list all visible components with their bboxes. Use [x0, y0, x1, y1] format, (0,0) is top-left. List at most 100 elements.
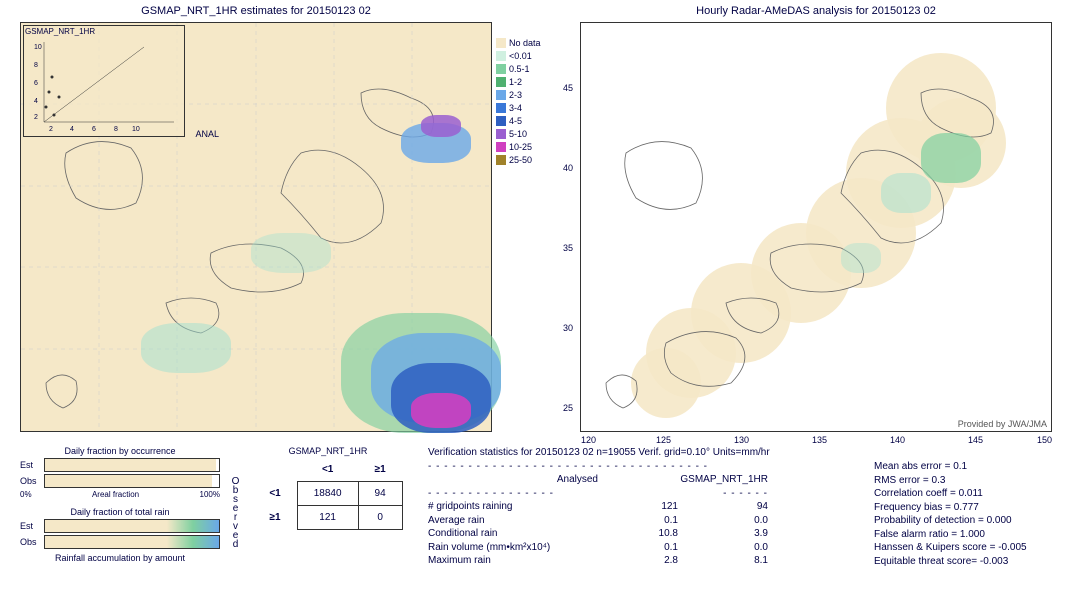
cont-col-h: <1 [297, 458, 358, 482]
cont-col-h: ≥1 [358, 458, 402, 482]
legend-swatch [496, 155, 506, 165]
bar-axis: 0% Areal fraction 100% [20, 490, 220, 499]
legend-swatch [496, 103, 506, 113]
stat-val: 121 [608, 500, 678, 514]
lon-label: 145 [968, 435, 983, 445]
legend-label: 0.5-1 [509, 64, 530, 74]
svg-text:6: 6 [92, 126, 96, 132]
precip-blob [841, 243, 881, 273]
legend-label: 3-4 [509, 103, 522, 113]
cont-title: GSMAP_NRT_1HR [248, 446, 408, 456]
observed-label: Observed [230, 476, 241, 548]
legend-item: 10-25 [496, 140, 558, 153]
lon-label: 120 [581, 435, 596, 445]
legend-label: 10-25 [509, 142, 532, 152]
color-legend: No data<0.01 0.5-1 1-2 2-3 3-4 4-55-10 10-2525… [496, 36, 558, 166]
legend-swatch [496, 116, 506, 126]
legend-item: 0.5-1 [496, 62, 558, 75]
stat-val: 8.1 [678, 554, 768, 568]
contingency-table: GSMAP_NRT_1HR <1≥1 <11884094 ≥11210 [248, 446, 408, 530]
bar-fill [45, 520, 219, 532]
stat-val: 94 [678, 500, 768, 514]
legend-swatch [496, 129, 506, 139]
bar-name: Est [20, 521, 44, 531]
legend-label: No data [509, 38, 541, 48]
inset-title: GSMAP_NRT_1HR [24, 26, 184, 37]
stat-line: Frequency bias = 0.777 [874, 501, 1027, 515]
lon-label: 125 [656, 435, 671, 445]
stat-line: RMS error = 0.3 [874, 474, 1027, 488]
left-map-title: GSMAP_NRT_1HR estimates for 20150123 02 [21, 5, 491, 17]
cont-cell: 18840 [297, 482, 358, 506]
legend-item: 2-3 [496, 88, 558, 101]
bar-fill [45, 536, 219, 548]
legend-swatch [496, 77, 506, 87]
legend-item: 4-5 [496, 114, 558, 127]
svg-text:10: 10 [34, 44, 42, 51]
right-map-title: Hourly Radar-AMeDAS analysis for 2015012… [581, 5, 1051, 17]
svg-text:10: 10 [132, 126, 140, 132]
lat-label: 30 [563, 323, 573, 333]
svg-text:4: 4 [70, 126, 74, 132]
legend-item: <0.01 [496, 49, 558, 62]
lat-label: 35 [563, 243, 573, 253]
cont-cell: 94 [358, 482, 402, 506]
lat-label: 25 [563, 403, 573, 413]
inset-anal-label: ANAL [195, 129, 219, 139]
svg-text:6: 6 [34, 80, 38, 87]
stat-label: Maximum rain [428, 554, 608, 568]
legend-item: 5-10 [496, 127, 558, 140]
lon-label: 130 [734, 435, 749, 445]
svg-text:2: 2 [49, 126, 53, 132]
legend-swatch [496, 90, 506, 100]
precip-blob [421, 115, 461, 137]
bar-row: Est [20, 519, 220, 533]
stat-line: False alarm ratio = 1.000 [874, 528, 1027, 542]
col-h: Analysed [428, 473, 608, 487]
precip-blob [141, 323, 231, 373]
svg-text:4: 4 [34, 98, 38, 105]
legend-swatch [496, 142, 506, 152]
scatter-plot-icon: 10 8 6 4 2 2 4 6 8 10 [24, 37, 184, 132]
precip-blob [251, 233, 331, 273]
stat-line: Mean abs error = 0.1 [874, 460, 1027, 474]
cont-table: <1≥1 <11884094 ≥11210 [253, 458, 402, 530]
legend-label: 2-3 [509, 90, 522, 100]
legend-swatch [496, 51, 506, 61]
stat-val: 3.9 [678, 527, 768, 541]
bar-bg [44, 474, 220, 488]
lon-label: 140 [890, 435, 905, 445]
left-map-area: GSMAP_NRT_1HR 10 8 6 4 2 2 4 6 8 10 ANAL [21, 23, 491, 431]
stat-val: 2.8 [608, 554, 678, 568]
inset-scatter: GSMAP_NRT_1HR 10 8 6 4 2 2 4 6 8 10 ANAL [23, 25, 185, 137]
stat-val: 10.8 [608, 527, 678, 541]
provider-label: Provided by JWA/JMA [958, 419, 1047, 429]
cont-row-h: ≥1 [253, 506, 297, 530]
legend-item: 25-50 [496, 153, 558, 166]
precip-blob [881, 173, 931, 213]
cont-cell: 121 [297, 506, 358, 530]
stat-label: Average rain [428, 514, 608, 528]
lat-label: 40 [563, 163, 573, 173]
bar-name: Obs [20, 476, 44, 486]
stat-val: 0.1 [608, 514, 678, 528]
precip-blob [411, 393, 471, 428]
stat-val: 0.0 [678, 541, 768, 555]
stat-line: Correlation coeff = 0.011 [874, 487, 1027, 501]
stats-header: Verification statistics for 20150123 02 … [428, 446, 770, 460]
legend-label: 1-2 [509, 77, 522, 87]
bar-row: Obs [20, 474, 220, 488]
svg-text:2: 2 [34, 114, 38, 121]
stat-label: Rain volume (mm•km²x10⁴) [428, 541, 608, 555]
axis-100: 100% [200, 490, 220, 499]
svg-text:8: 8 [114, 126, 118, 132]
right-map-area: 45 40 35 30 25 120 125 130 135 140 145 1… [581, 23, 1051, 431]
bar-fill [45, 459, 216, 471]
stat-line: Equitable threat score= -0.003 [874, 555, 1027, 569]
legend-label: 4-5 [509, 116, 522, 126]
lon-label: 150 [1037, 435, 1052, 445]
japan-coastline-icon [581, 23, 1051, 431]
accum-title: Rainfall accumulation by amount [20, 553, 220, 563]
legend-item: No data [496, 36, 558, 49]
divider: - - - - - - [678, 487, 768, 501]
